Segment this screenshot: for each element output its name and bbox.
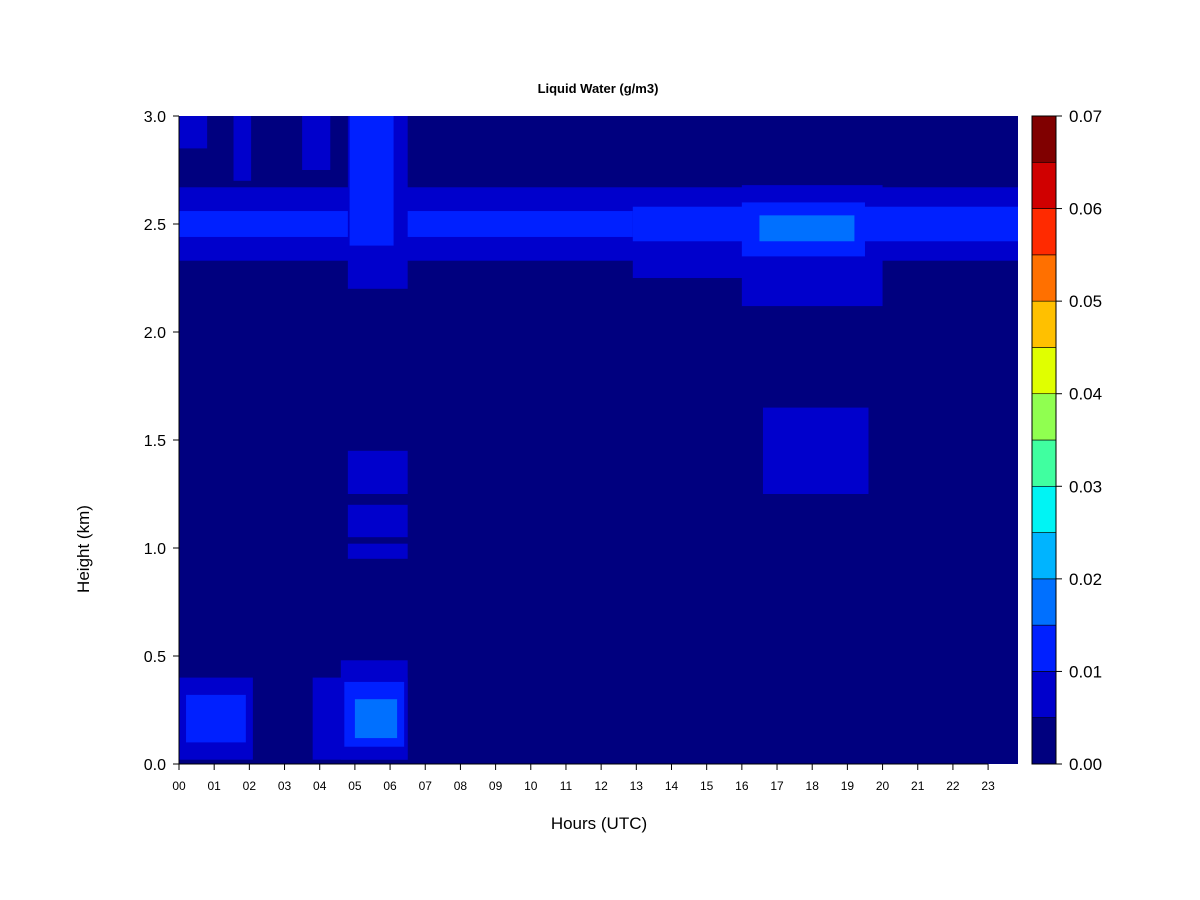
colorbar-swatch [1031,624,1057,672]
x-tick-label: 13 [630,779,644,793]
x-tick-label: 16 [735,779,749,793]
y-tick-label: 3.0 [144,109,166,126]
colorbar-swatch [1031,532,1057,580]
x-tick-label: 17 [770,779,784,793]
x-tick-label: 19 [841,779,855,793]
x-tick-label: 09 [489,779,503,793]
colorbar-tick-label: 0.03 [1069,477,1102,496]
x-tick-label: 22 [946,779,960,793]
heatmap-cell-22 [354,699,398,739]
x-tick-label: 20 [876,779,890,793]
x-tick-label: 07 [419,779,433,793]
y-axis-label: Height (km) [74,505,93,593]
heatmap-cell-11 [233,116,252,181]
colorbar-swatch [1031,717,1057,765]
colorbar-tick-label: 0.04 [1069,385,1102,404]
colorbar-tick-label: 0.06 [1069,200,1102,219]
x-tick-label: 12 [594,779,608,793]
y-tick-label: 2.0 [144,325,166,342]
heatmap-cell-9 [349,116,394,246]
colorbar-swatch [1031,671,1057,719]
x-axis: 00 01 02 03 04 05 06 07 08 09 10 11 12 13 14 15 16 17 18 19… [172,763,995,793]
colorbar-swatch [1031,300,1057,348]
x-tick-label: 11 [560,779,573,793]
colorbar-swatch [1031,254,1057,302]
x-tick-label: 21 [911,779,925,793]
colorbar-tick-label: 0.05 [1069,292,1102,311]
x-tick-label: 01 [207,779,221,793]
heatmap-cell-15 [347,543,408,559]
colorbar-swatch [1031,393,1057,441]
heatmap-cell-13 [347,450,408,494]
y-axis: 0.0 0.5 1.0 1.5 2.0 2.5 3.0 [144,109,180,774]
colorbar-tick-label: 0.01 [1069,662,1102,681]
x-tick-label: 04 [313,779,327,793]
colorbar-swatch [1031,208,1057,256]
heatmap-cell-10 [179,116,208,149]
colorbar-tick-label: 0.02 [1069,570,1102,589]
heatmap-cell-18 [186,694,246,743]
x-tick-label: 15 [700,779,714,793]
x-tick-label: 08 [454,779,468,793]
y-tick-label: 0.0 [144,757,166,774]
x-tick-label: 10 [524,779,538,793]
y-tick-label: 1.5 [144,433,166,450]
heatmap-cell-12 [302,116,331,170]
colorbar-swatch [1031,115,1057,163]
heatmap-cell-14 [347,504,408,538]
y-tick-label: 1.0 [144,541,166,558]
heatmap-cell-7 [759,215,855,242]
colorbar: 0.00 0.01 0.02 0.03 0.04 0.05 0.06 0.07 [1031,107,1102,774]
colorbar-swatch [1031,161,1057,209]
y-tick-label: 2.5 [144,217,166,234]
x-tick-label: 06 [383,779,397,793]
colorbar-tick-label: 0.07 [1069,107,1102,126]
chart-title: Liquid Water (g/m3) [538,81,659,96]
x-tick-label: 14 [665,779,679,793]
x-tick-label: 00 [172,779,186,793]
heatmap-plot-area [179,116,1018,764]
colorbar-frame [1031,115,1057,765]
x-tick-label: 05 [348,779,362,793]
x-axis-label: Hours (UTC) [551,814,647,833]
x-tick-label: 02 [243,779,257,793]
x-tick-label: 03 [278,779,292,793]
colorbar-swatch [1031,347,1057,395]
colorbar-swatch [1031,485,1057,533]
heatmap-cell-16 [762,407,869,494]
colorbar-swatch [1031,578,1057,626]
colorbar-swatch [1031,439,1057,487]
colorbar-tick-label: 0.00 [1069,755,1102,774]
x-tick-label: 18 [806,779,820,793]
x-tick-label: 23 [981,779,995,793]
y-tick-label: 0.5 [144,649,166,666]
